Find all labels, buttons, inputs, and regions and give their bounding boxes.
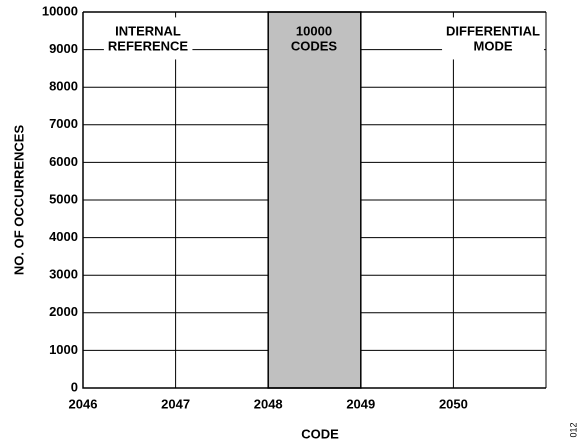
- y-tick-label: 1000: [49, 342, 78, 357]
- annotation-text: CODES: [291, 38, 338, 53]
- y-tick-label: 10000: [42, 3, 78, 18]
- bar: [267, 11, 362, 389]
- annotation-background: [103, 17, 193, 60]
- x-tick-label: 2049: [346, 396, 375, 411]
- annotation-background: [442, 17, 544, 60]
- annotation-text: DIFFERENTIAL: [446, 23, 540, 38]
- annotation-text: 10000: [296, 23, 332, 38]
- y-tick-label: 7000: [49, 116, 78, 131]
- y-tick-label: 4000: [49, 229, 78, 244]
- annotation-text: REFERENCE: [108, 38, 189, 53]
- x-tick-label: 2047: [161, 396, 190, 411]
- y-axis-label: NO. OF OCCURRENCES: [11, 125, 26, 276]
- x-tick-label: 2050: [439, 396, 468, 411]
- annotation-text: INTERNAL: [115, 23, 181, 38]
- x-tick-label: 2048: [254, 396, 283, 411]
- y-tick-label: 3000: [49, 267, 78, 282]
- figure-id: 012: [568, 422, 578, 437]
- y-tick-label: 6000: [49, 154, 78, 169]
- y-tick-label: 2000: [49, 304, 78, 319]
- y-tick-label: 5000: [49, 191, 78, 206]
- x-tick-label: 2046: [69, 396, 98, 411]
- x-axis-label: CODE: [301, 426, 339, 441]
- annotation-text: MODE: [474, 38, 513, 53]
- plot-frame: [82, 11, 546, 389]
- y-tick-label: 8000: [49, 79, 78, 94]
- y-tick-label: 0: [71, 379, 78, 394]
- y-tick-label: 9000: [49, 41, 78, 56]
